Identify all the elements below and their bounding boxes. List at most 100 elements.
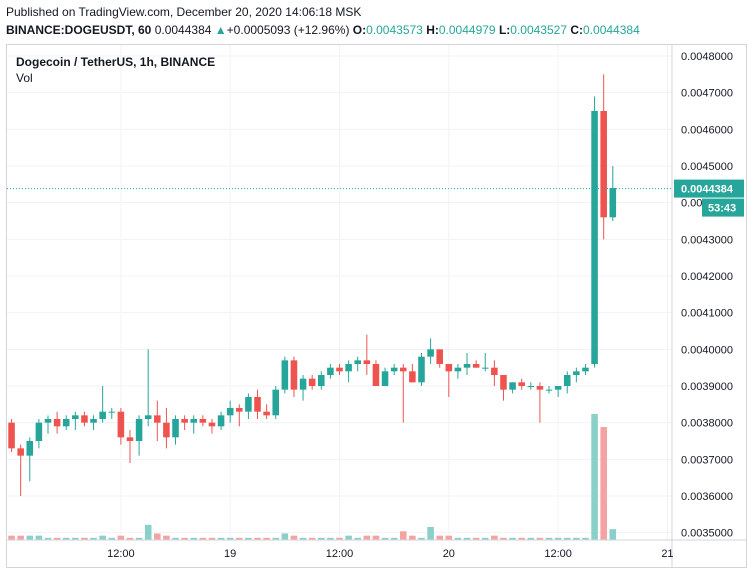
candle-body [500, 375, 507, 390]
candle-body [281, 360, 289, 390]
candle-body [226, 408, 234, 416]
volume-bar [554, 537, 562, 540]
price-tick-label: 0.0039000 [681, 381, 733, 393]
volume-bar [536, 537, 544, 540]
symbol-ohlc-line: BINANCE:DOGEUSDT, 60 0.0044384 ▲+0.00050… [6, 23, 640, 37]
time-axis[interactable]: 12:00 19 12:00 20 12:00 21 [7, 539, 746, 560]
time-tick-label: 19 [224, 548, 236, 560]
candle-body [208, 422, 216, 427]
candle-body [190, 419, 198, 423]
candle-body [390, 367, 398, 372]
candle-body [135, 419, 143, 441]
volume-bar [236, 537, 243, 540]
volume-bar [481, 537, 489, 540]
price-tag-value: 0.0044384 [681, 184, 734, 196]
volume-bar [135, 537, 143, 540]
volume-bar [217, 537, 225, 540]
candle-body [290, 360, 298, 390]
volume-bar [199, 537, 207, 540]
volume-bars [8, 414, 617, 540]
time-tick-label: 21 [661, 548, 673, 560]
volume-bar [272, 537, 280, 540]
price-tick-label: 0.0045000 [681, 161, 733, 173]
candle-body [418, 356, 425, 383]
candles [8, 74, 617, 496]
volume-bar [563, 537, 571, 540]
volume-bar [245, 537, 252, 540]
volume-bar [81, 537, 88, 540]
volume-bar [318, 537, 325, 540]
candle-body [8, 422, 15, 449]
volume-bar [509, 537, 516, 540]
open-label: O: [352, 23, 367, 37]
volume-bar [491, 535, 498, 540]
chart-header: Published on TradingView.com, December 2… [0, 0, 753, 44]
open-value: 0.0043573 [366, 23, 423, 37]
candle-body [90, 419, 97, 423]
candle-body [144, 415, 152, 419]
volume-bar [190, 537, 198, 540]
volume-bar [117, 535, 125, 540]
candle-body [472, 364, 480, 368]
volume-bar [418, 537, 425, 540]
candle-body [108, 411, 116, 413]
chart-frame[interactable] [6, 44, 747, 568]
candle-body [299, 378, 307, 390]
candle-body [272, 389, 280, 416]
volume-bar [308, 537, 316, 540]
volume-bar [363, 535, 371, 540]
volume-bar [26, 535, 34, 540]
volume-bar [354, 537, 361, 540]
candle-body [527, 386, 535, 387]
candle-body [381, 371, 389, 386]
candle-body [399, 367, 407, 372]
candle-body [327, 367, 334, 375]
volume-bar [99, 535, 106, 540]
volume-bar [17, 535, 24, 540]
volume-bar [108, 537, 116, 540]
volume-bar [427, 526, 434, 540]
volume-bar [454, 537, 462, 540]
price-tick-label: 0.0041000 [681, 308, 733, 320]
volume-bar [208, 537, 216, 540]
candle-body [454, 367, 462, 372]
candle-body [117, 411, 125, 438]
candle-body [263, 411, 270, 416]
volume-bar [299, 537, 307, 540]
volume-bar [154, 533, 161, 540]
volume-bar [409, 535, 416, 540]
change-arrow-icon: ▲ [214, 23, 227, 37]
low-value: 0.0043527 [510, 23, 568, 37]
volume-bar [500, 537, 507, 540]
price-axis[interactable]: 0.0048000 0.0047000 0.0046000 0.0045000 0.00… [671, 45, 733, 567]
volume-bar [573, 537, 580, 540]
candle-body [217, 415, 225, 427]
candle-body [318, 375, 325, 386]
volume-bar [281, 533, 289, 540]
candle-body [62, 419, 70, 427]
candle-body [336, 367, 343, 372]
candle-body [99, 411, 106, 419]
volume-bar [290, 535, 298, 540]
volume-bar [445, 535, 453, 540]
volume-bar [436, 535, 443, 540]
volume-bar [399, 531, 407, 540]
candle-body [582, 367, 589, 372]
price-tick-label: 0.0040000 [681, 344, 733, 356]
volume-label: Vol [16, 71, 33, 85]
candle-body [126, 437, 134, 441]
candle-body [345, 364, 352, 372]
volume-bar [172, 537, 179, 540]
volume-bar [126, 537, 134, 540]
volume-bar [345, 535, 352, 540]
volume-bar [90, 537, 97, 540]
candle-body [536, 386, 544, 390]
volume-bar [163, 535, 170, 540]
candle-body [53, 419, 61, 427]
low-label: L: [498, 23, 511, 37]
volume-bar [327, 537, 334, 540]
volume-bar [518, 537, 525, 540]
candle-body [199, 419, 207, 423]
volume-bar [463, 537, 471, 540]
